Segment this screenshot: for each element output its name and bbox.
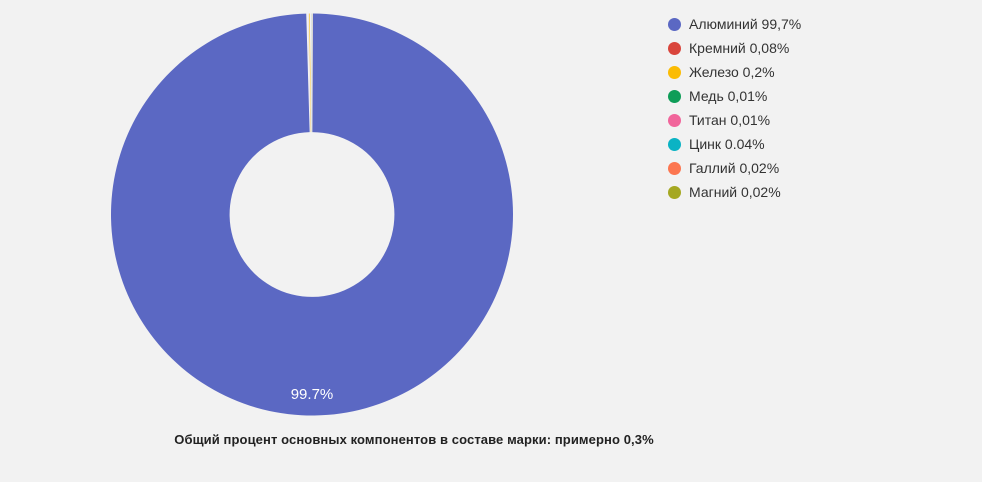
legend-item[interactable]: Железо 0,2% — [668, 60, 968, 84]
legend-item-label: Алюминий 99,7% — [689, 16, 802, 32]
legend-swatch-icon — [668, 161, 681, 175]
legend-swatch-icon — [668, 137, 681, 151]
legend-swatch-icon — [668, 89, 681, 103]
legend-item[interactable]: Алюминий 99,7% — [668, 12, 968, 36]
legend-swatch-icon — [668, 113, 681, 127]
legend-swatch-icon — [668, 41, 681, 55]
legend-item[interactable]: Кремний 0,08% — [668, 36, 968, 60]
chart-legend: Алюминий 99,7% Кремний 0,08% Железо 0,2% Ме… — [668, 12, 968, 204]
legend-item[interactable]: Магний 0,02% — [668, 180, 968, 204]
legend-item-label: Кремний 0,08% — [689, 40, 790, 56]
legend-item-label: Галлий 0,02% — [689, 160, 780, 176]
donut-slice[interactable] — [308, 13, 311, 133]
legend-item[interactable]: Галлий 0,02% — [668, 156, 968, 180]
slice-value-label: 99.7% — [291, 386, 334, 403]
legend-item[interactable]: Цинк 0.04% — [668, 132, 968, 156]
donut-slice[interactable] — [309, 13, 312, 133]
legend-swatch-icon — [668, 185, 681, 199]
chart-caption: Общий процент основных компонентов в сос… — [174, 432, 654, 447]
donut-slice[interactable] — [111, 13, 514, 416]
legend-item-label: Медь 0,01% — [689, 88, 768, 104]
legend-item-label: Железо 0,2% — [689, 64, 775, 80]
legend-item-label: Цинк 0.04% — [689, 136, 765, 152]
legend-item[interactable]: Титан 0,01% — [668, 108, 968, 132]
donut-slice-group — [111, 13, 514, 416]
legend-swatch-icon — [668, 17, 681, 31]
donut-svg: 99.7% — [111, 13, 514, 416]
legend-item-label: Титан 0,01% — [689, 112, 771, 128]
donut-plot-area: 99.7% — [10, 13, 614, 416]
legend-item[interactable]: Медь 0,01% — [668, 84, 968, 108]
legend-item-label: Магний 0,02% — [689, 184, 781, 200]
legend-swatch-icon — [668, 65, 681, 79]
